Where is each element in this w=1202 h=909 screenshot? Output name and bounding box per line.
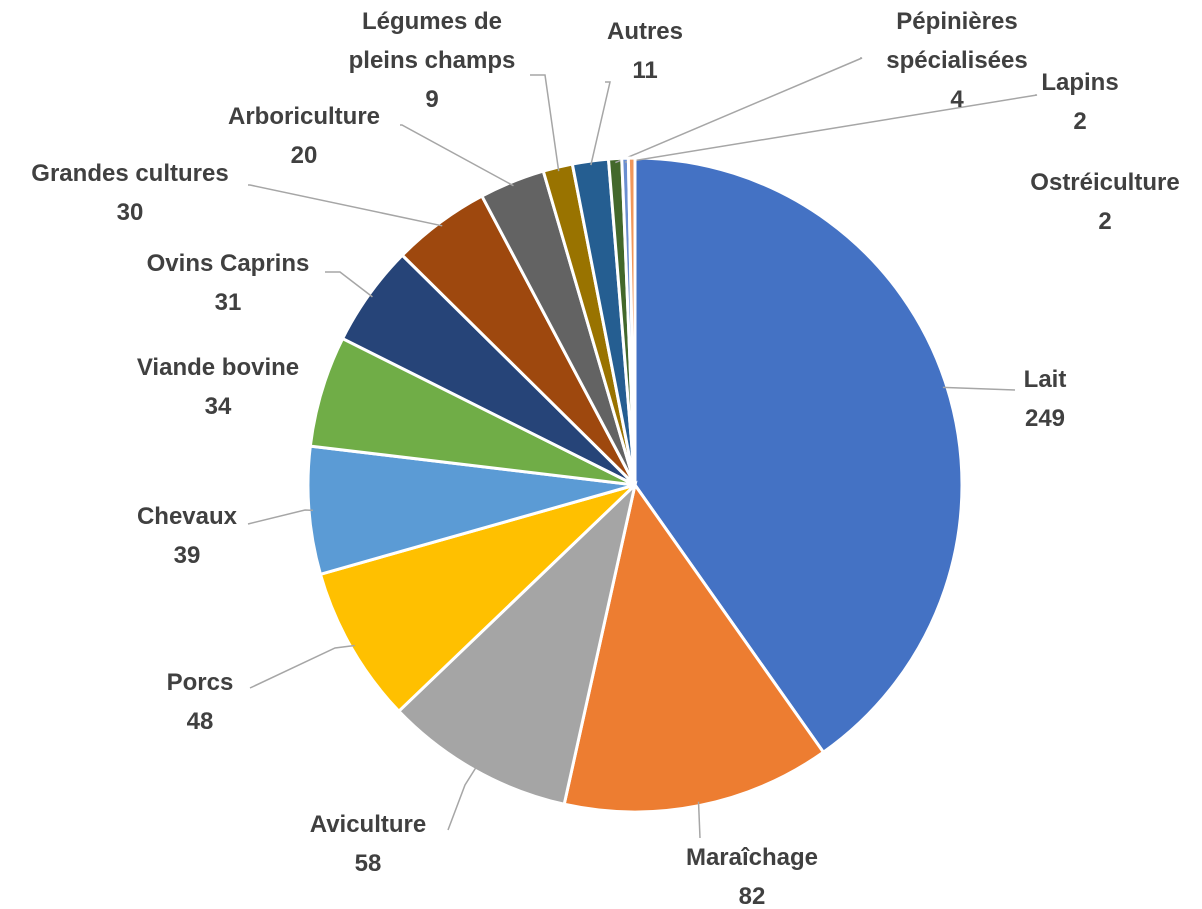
category-label: Grandes cultures <box>31 160 229 187</box>
category-label: Chevaux <box>136 503 238 530</box>
value-label: 249 <box>1024 405 1066 432</box>
data-label: Maraîchage 82 <box>652 838 852 909</box>
value-label: 34 <box>204 393 232 420</box>
data-label: Grandes cultures 30 <box>5 154 255 232</box>
category-label: Ovins Caprins <box>146 250 310 277</box>
pie-slice <box>633 156 964 755</box>
category-label: Légumes de pleins champs <box>348 8 516 74</box>
category-label: Viande bovine <box>136 354 300 381</box>
value-label: 31 <box>214 289 242 316</box>
value-label: 30 <box>116 199 144 226</box>
data-label: Arboriculture 20 <box>204 97 404 175</box>
data-label: Ostréiculture 2 <box>1015 163 1195 241</box>
leader-line <box>447 766 478 831</box>
value-label: 82 <box>738 883 766 909</box>
category-label: Lapins <box>1041 69 1119 96</box>
data-label: Légumes de pleins champs 9 <box>332 2 532 119</box>
value-label: 20 <box>290 142 318 169</box>
category-label: Arboriculture <box>227 103 380 130</box>
leader-line <box>625 94 1038 163</box>
leader-line <box>697 801 701 839</box>
leader-line <box>247 509 314 525</box>
leader-line <box>248 184 443 227</box>
leader-line <box>942 386 1016 391</box>
value-label: 2 <box>1073 108 1087 135</box>
category-label: Porcs <box>166 669 234 696</box>
category-label: Aviculture <box>309 811 427 838</box>
pie-slice <box>318 483 637 714</box>
data-label: Autres 11 <box>585 12 705 90</box>
category-label: Autres <box>606 18 684 45</box>
data-label: Pépinières spécialisées 4 <box>862 2 1052 119</box>
leader-line <box>590 81 611 166</box>
category-label: Ostréiculture <box>1030 169 1180 196</box>
value-label: 2 <box>1098 208 1112 235</box>
value-label: 58 <box>354 850 382 877</box>
leader-line <box>615 57 863 164</box>
value-label: 39 <box>173 542 201 569</box>
data-label: Ovins Caprins 31 <box>128 244 328 322</box>
category-label: Lait <box>1023 366 1067 393</box>
data-label: Chevaux 39 <box>117 497 257 575</box>
leader-line <box>325 271 373 298</box>
pie-slice <box>626 156 637 486</box>
category-label: Pépinières spécialisées <box>886 8 1028 74</box>
value-label: 48 <box>186 708 214 735</box>
value-label: 4 <box>950 86 964 113</box>
leader-line <box>530 74 560 172</box>
leader-line <box>400 124 514 187</box>
value-label: 11 <box>632 57 658 84</box>
data-label: Porcs 48 <box>140 663 260 741</box>
value-label: 9 <box>425 86 439 113</box>
data-label: Lapins 2 <box>1020 63 1140 141</box>
category-label: Maraîchage <box>685 844 819 871</box>
data-label: Viande bovine 34 <box>108 348 328 426</box>
data-label: Aviculture 58 <box>268 805 468 883</box>
leader-line <box>249 644 355 689</box>
data-label: Lait 249 <box>985 360 1105 438</box>
